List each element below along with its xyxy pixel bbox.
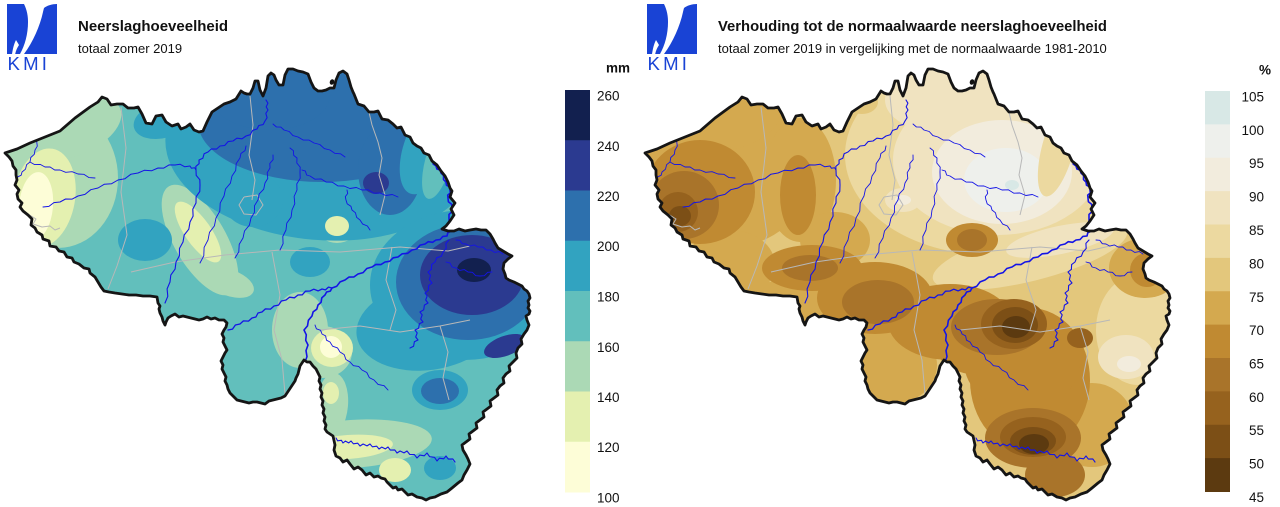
svg-text:160: 160 — [597, 340, 620, 355]
svg-text:Verhouding tot de normaalwaard: Verhouding tot de normaalwaarde neerslag… — [718, 19, 1107, 35]
svg-text:totaal zomer 2019: totaal zomer 2019 — [78, 41, 182, 56]
svg-text:140: 140 — [597, 390, 620, 405]
svg-text:105: 105 — [1241, 90, 1264, 105]
svg-text:70: 70 — [1249, 323, 1264, 338]
svg-text:240: 240 — [597, 139, 620, 154]
svg-text:55: 55 — [1249, 423, 1264, 438]
svg-text:45: 45 — [1249, 490, 1264, 505]
svg-text:KMI: KMI — [648, 53, 691, 74]
svg-text:60: 60 — [1249, 390, 1264, 405]
svg-text:50: 50 — [1249, 457, 1264, 472]
svg-text:90: 90 — [1249, 190, 1264, 205]
svg-text:200: 200 — [597, 239, 620, 254]
svg-text:100: 100 — [1241, 123, 1264, 138]
svg-text:65: 65 — [1249, 357, 1264, 372]
svg-text:95: 95 — [1249, 156, 1264, 171]
svg-text:totaal zomer 2019 in vergelijk: totaal zomer 2019 in vergelijking met de… — [718, 41, 1107, 56]
svg-text:120: 120 — [597, 440, 620, 455]
svg-text:85: 85 — [1249, 223, 1264, 238]
svg-text:Neerslaghoeveelheid: Neerslaghoeveelheid — [78, 18, 228, 35]
svg-text:mm: mm — [606, 61, 630, 76]
svg-text:220: 220 — [597, 189, 620, 204]
svg-text:75: 75 — [1249, 290, 1264, 305]
svg-text:100: 100 — [597, 491, 620, 506]
svg-text:260: 260 — [597, 89, 620, 104]
svg-text:180: 180 — [597, 290, 620, 305]
svg-text:%: % — [1259, 63, 1271, 78]
svg-text:KMI: KMI — [8, 53, 51, 74]
svg-text:80: 80 — [1249, 256, 1264, 271]
